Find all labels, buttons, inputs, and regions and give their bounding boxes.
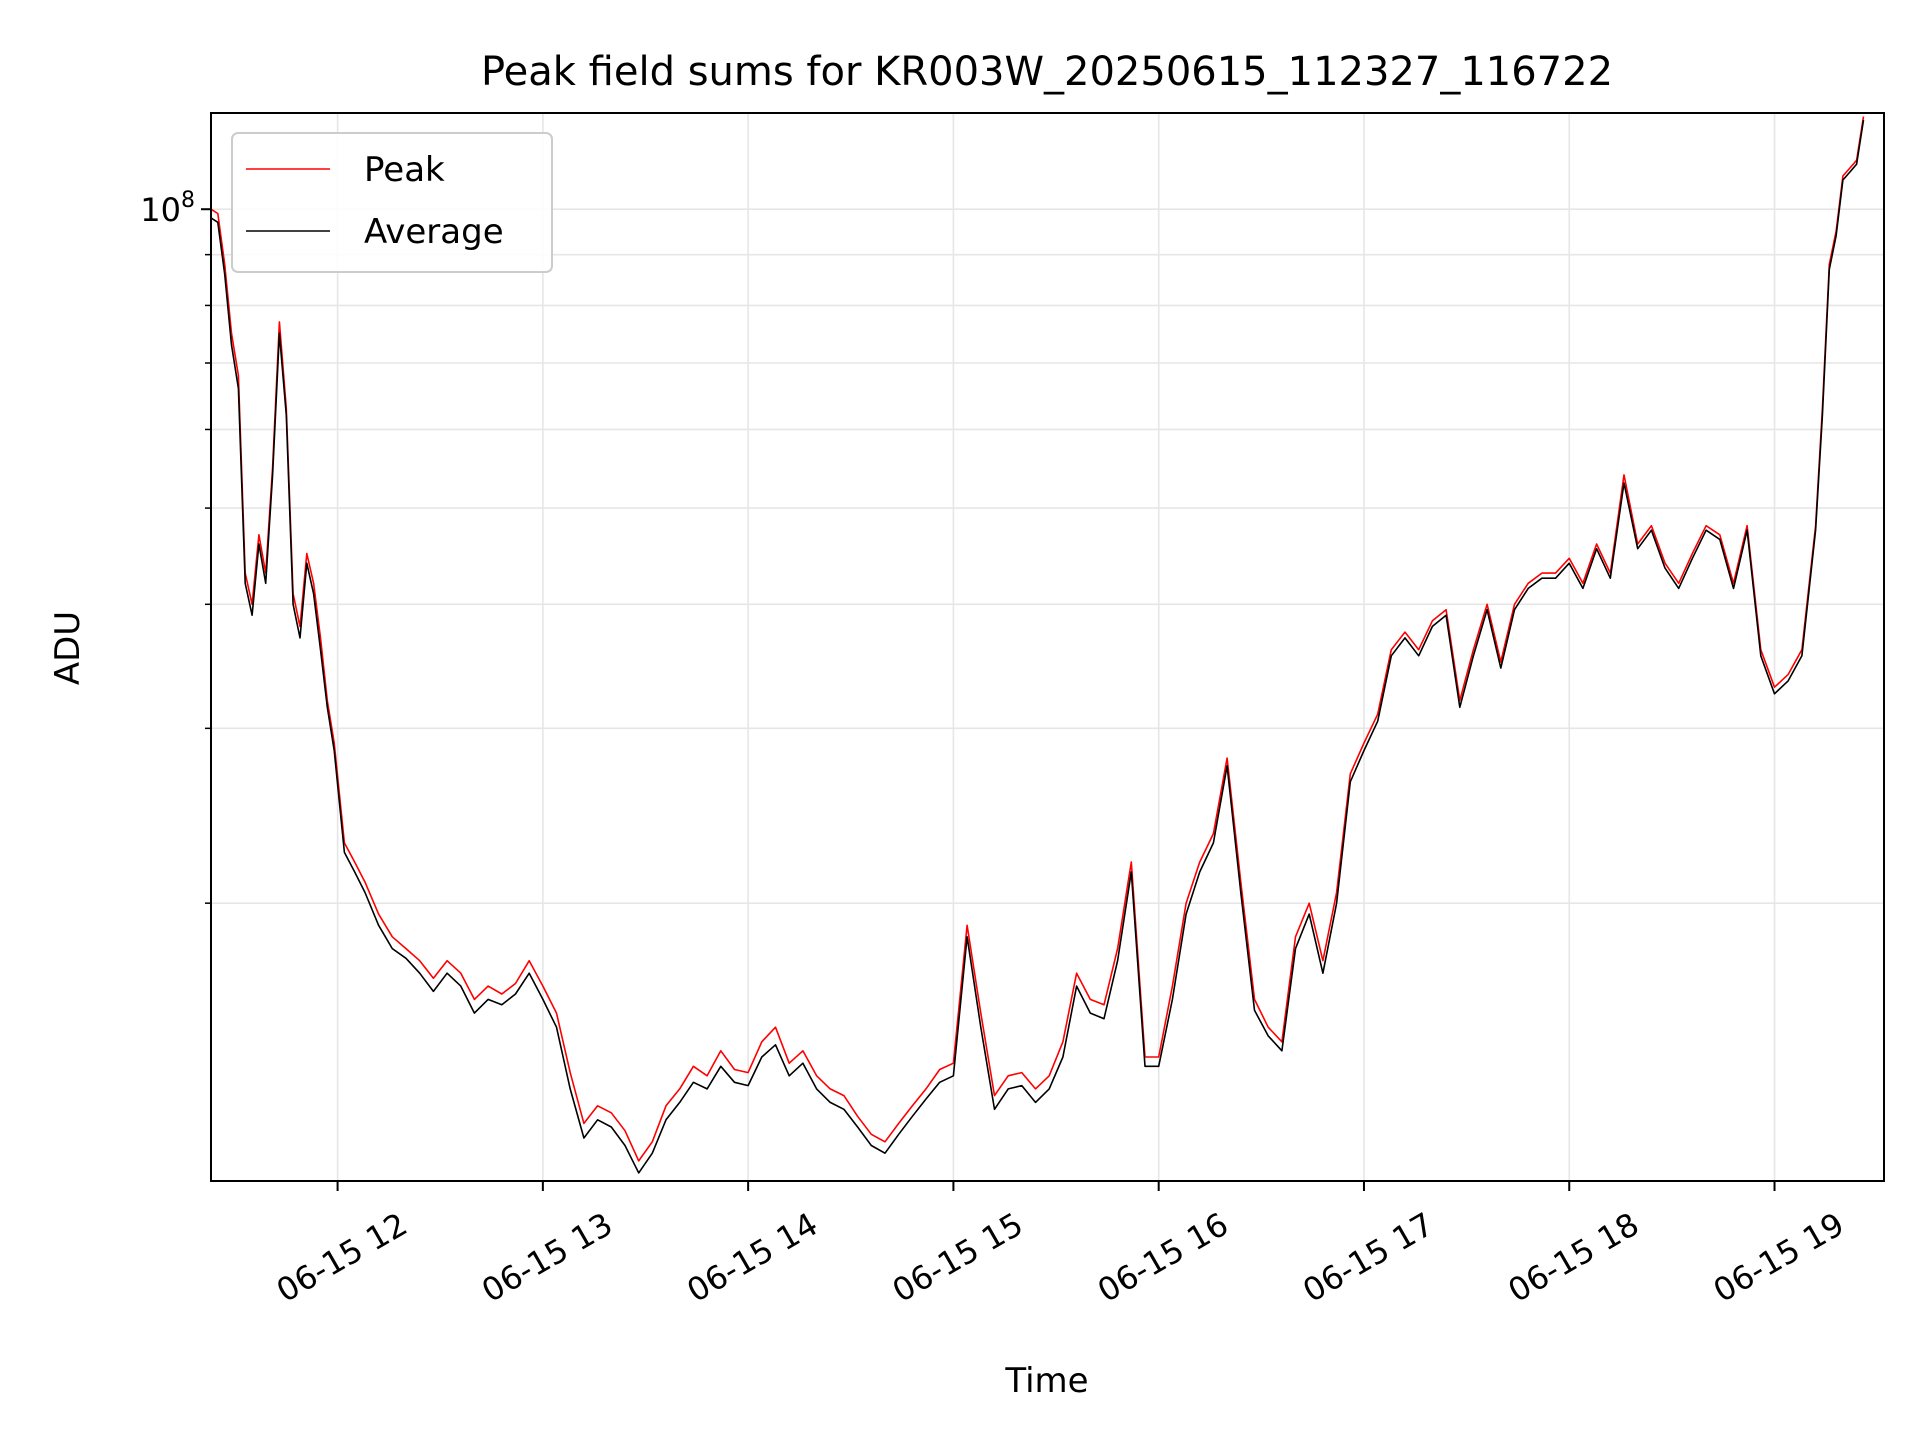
chart-title: Peak field sums for KR003W_20250615_1123… [481, 49, 1613, 95]
y-axis-label: ADU [48, 611, 88, 685]
plot-area-frame [210, 112, 1885, 1182]
x-axis-label: Time [1004, 1361, 1088, 1401]
legend-label-peak: Peak [364, 150, 445, 190]
legend-label-average: Average [364, 212, 504, 252]
y-axis-ticks: 108 [140, 188, 211, 904]
series-line-peak [210, 116, 1865, 1162]
series-line-average [210, 119, 1865, 1174]
y-tick-label: 108 [140, 188, 195, 229]
legend-box [231, 132, 553, 273]
series-layer [210, 116, 1865, 1174]
legend: Peak Average [231, 132, 553, 273]
